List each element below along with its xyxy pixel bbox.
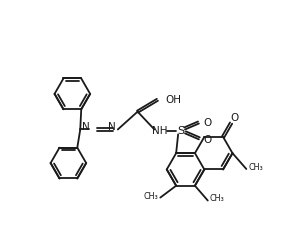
Text: O: O (230, 113, 238, 123)
Text: OH: OH (165, 95, 181, 105)
Text: N: N (82, 122, 90, 132)
Text: CH₃: CH₃ (248, 163, 263, 172)
Text: NH: NH (152, 126, 167, 136)
Text: O: O (204, 118, 212, 128)
Text: O: O (204, 135, 212, 145)
Text: S: S (178, 126, 185, 136)
Text: N: N (108, 122, 116, 132)
Text: CH₃: CH₃ (143, 191, 158, 201)
Text: CH₃: CH₃ (210, 195, 224, 204)
